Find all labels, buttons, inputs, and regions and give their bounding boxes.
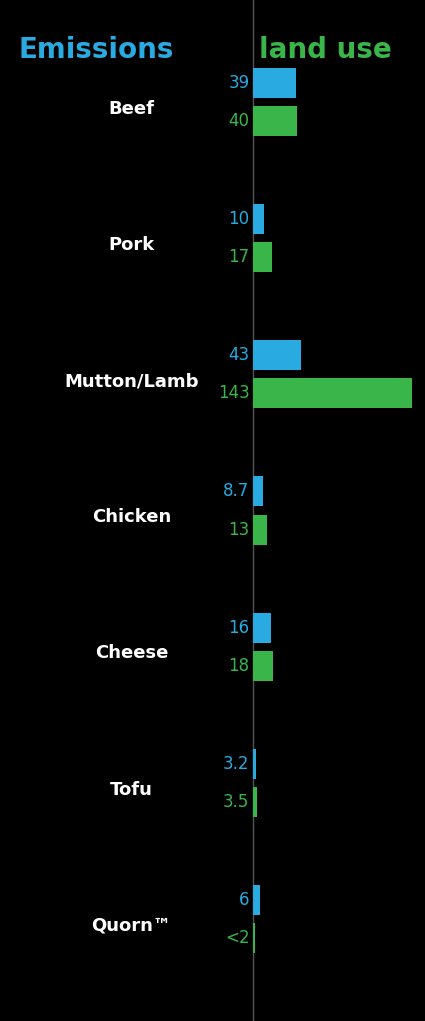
Bar bbox=[253, 204, 264, 234]
Text: 3.2: 3.2 bbox=[223, 755, 249, 773]
Bar bbox=[253, 923, 255, 953]
Text: 8.7: 8.7 bbox=[223, 483, 249, 500]
Text: 6: 6 bbox=[239, 891, 249, 909]
Text: Chicken: Chicken bbox=[92, 508, 171, 526]
Text: Beef: Beef bbox=[108, 100, 155, 117]
Bar bbox=[253, 340, 301, 371]
Text: Mutton/Lamb: Mutton/Lamb bbox=[64, 373, 199, 390]
Bar bbox=[253, 650, 273, 681]
Text: 10: 10 bbox=[228, 210, 249, 228]
Bar bbox=[253, 379, 412, 408]
Text: 43: 43 bbox=[228, 346, 249, 364]
Bar bbox=[253, 613, 271, 642]
Text: Tofu: Tofu bbox=[110, 781, 153, 798]
Bar bbox=[253, 242, 272, 273]
Text: 16: 16 bbox=[228, 619, 249, 636]
Bar bbox=[253, 748, 256, 779]
Bar bbox=[253, 68, 296, 98]
Text: 3.5: 3.5 bbox=[223, 793, 249, 811]
Text: land use: land use bbox=[259, 36, 391, 63]
Bar bbox=[253, 885, 260, 915]
Text: Pork: Pork bbox=[108, 236, 155, 254]
Bar bbox=[253, 477, 263, 506]
Text: Emissions: Emissions bbox=[18, 36, 174, 63]
Text: 40: 40 bbox=[229, 112, 249, 130]
Text: 39: 39 bbox=[228, 75, 249, 92]
Text: 143: 143 bbox=[218, 385, 249, 402]
Text: 17: 17 bbox=[228, 248, 249, 266]
Bar bbox=[253, 787, 257, 817]
Text: 18: 18 bbox=[228, 657, 249, 675]
Bar bbox=[253, 106, 298, 136]
Text: Cheese: Cheese bbox=[95, 644, 168, 663]
Text: 13: 13 bbox=[228, 521, 249, 538]
Text: <2: <2 bbox=[225, 929, 249, 946]
Text: Quorn™: Quorn™ bbox=[91, 917, 171, 934]
Bar bbox=[253, 515, 267, 544]
